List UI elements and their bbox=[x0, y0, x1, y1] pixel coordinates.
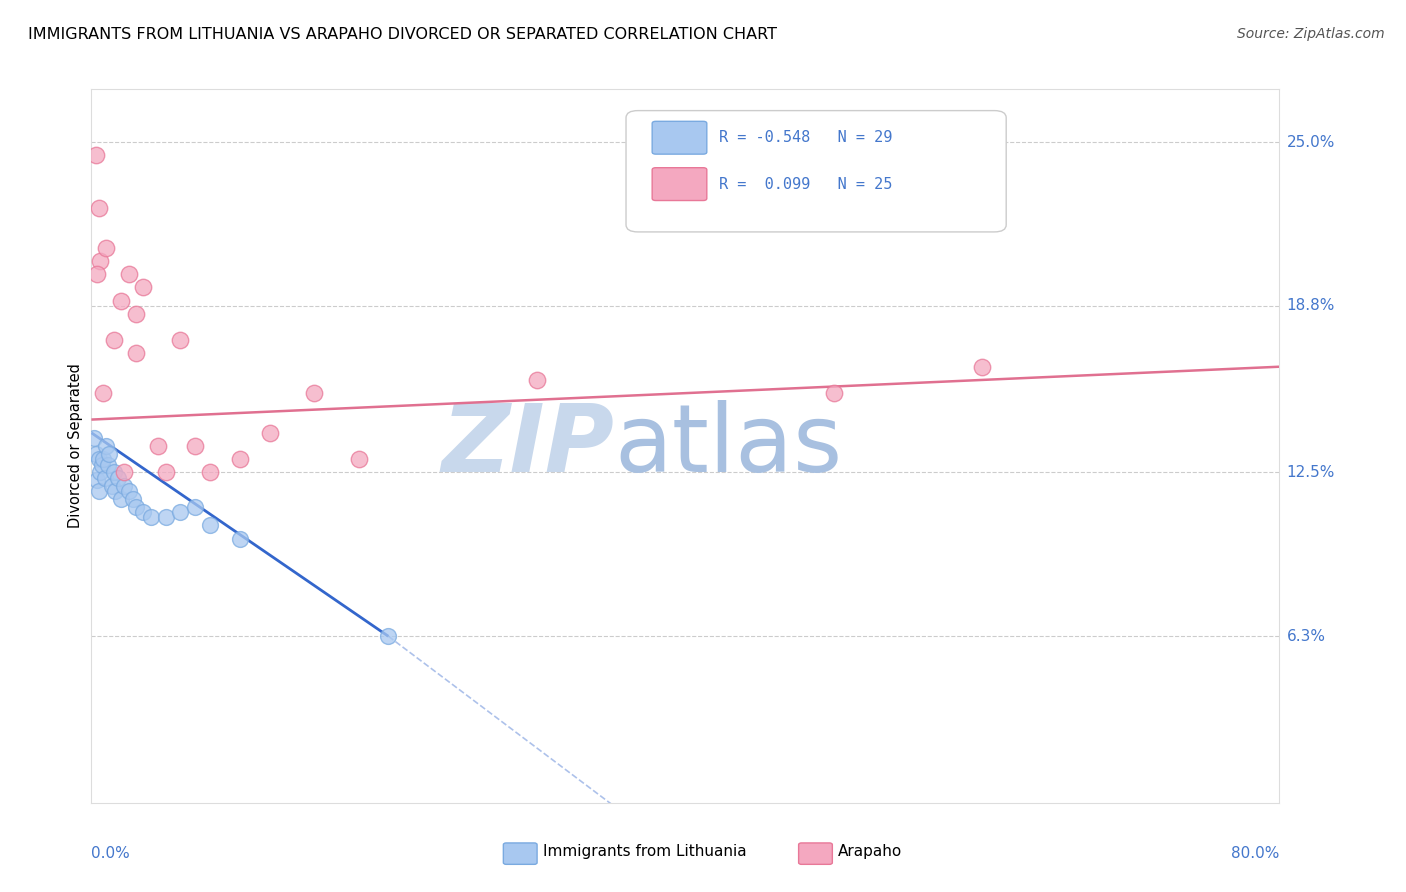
Point bbox=[104, 483, 127, 498]
Point bbox=[155, 466, 177, 480]
Text: R = -0.548   N = 29: R = -0.548 N = 29 bbox=[718, 130, 891, 145]
Text: 18.8%: 18.8% bbox=[1286, 299, 1334, 313]
Point bbox=[132, 280, 155, 294]
FancyBboxPatch shape bbox=[626, 111, 1007, 232]
Point bbox=[200, 466, 222, 480]
Point bbox=[98, 447, 121, 461]
Text: atlas: atlas bbox=[614, 400, 842, 492]
Text: 25.0%: 25.0% bbox=[1286, 135, 1334, 150]
Point bbox=[84, 148, 107, 162]
Point bbox=[87, 483, 110, 498]
Point bbox=[259, 425, 281, 440]
Point bbox=[91, 452, 114, 467]
Point bbox=[83, 431, 105, 445]
Text: ZIP: ZIP bbox=[441, 400, 614, 492]
Y-axis label: Divorced or Separated: Divorced or Separated bbox=[67, 364, 83, 528]
Point bbox=[125, 346, 148, 360]
FancyBboxPatch shape bbox=[652, 121, 707, 154]
Text: 6.3%: 6.3% bbox=[1286, 629, 1326, 644]
Point bbox=[86, 267, 108, 281]
Text: IMMIGRANTS FROM LITHUANIA VS ARAPAHO DIVORCED OR SEPARATED CORRELATION CHART: IMMIGRANTS FROM LITHUANIA VS ARAPAHO DIV… bbox=[28, 27, 778, 42]
Text: Immigrants from Lithuania: Immigrants from Lithuania bbox=[543, 845, 747, 859]
Point bbox=[103, 333, 125, 347]
Point bbox=[87, 201, 110, 215]
Point bbox=[347, 452, 370, 467]
Point bbox=[125, 307, 148, 321]
Point bbox=[229, 532, 252, 546]
FancyBboxPatch shape bbox=[652, 168, 707, 201]
Point bbox=[823, 386, 845, 401]
Point bbox=[101, 478, 124, 492]
Point bbox=[94, 471, 117, 485]
Point bbox=[89, 466, 111, 480]
Point bbox=[96, 241, 118, 255]
Point bbox=[125, 500, 148, 514]
Point bbox=[184, 439, 207, 453]
Text: 0.0%: 0.0% bbox=[91, 846, 131, 861]
Point bbox=[155, 510, 177, 524]
Point bbox=[89, 254, 111, 268]
Point bbox=[103, 466, 125, 480]
Point bbox=[110, 293, 132, 308]
Point bbox=[302, 386, 325, 401]
Point bbox=[90, 458, 112, 472]
Point bbox=[107, 471, 129, 485]
Point bbox=[139, 510, 162, 524]
Point bbox=[112, 478, 135, 492]
Text: 12.5%: 12.5% bbox=[1286, 465, 1334, 480]
Point bbox=[86, 474, 108, 488]
Point bbox=[229, 452, 252, 467]
Point bbox=[148, 439, 170, 453]
Point bbox=[97, 458, 120, 472]
Point bbox=[117, 483, 139, 498]
Point bbox=[112, 466, 135, 480]
Point bbox=[122, 491, 145, 506]
Point bbox=[91, 386, 114, 401]
Point bbox=[184, 500, 207, 514]
Point bbox=[132, 505, 155, 519]
Text: R =  0.099   N = 25: R = 0.099 N = 25 bbox=[718, 177, 891, 192]
Point bbox=[377, 629, 399, 643]
Text: 80.0%: 80.0% bbox=[1232, 846, 1279, 861]
Point bbox=[87, 452, 110, 467]
Point bbox=[96, 439, 118, 453]
Point bbox=[526, 373, 548, 387]
Point bbox=[84, 447, 107, 461]
Point bbox=[169, 333, 191, 347]
Text: Source: ZipAtlas.com: Source: ZipAtlas.com bbox=[1237, 27, 1385, 41]
Point bbox=[169, 505, 191, 519]
Text: Arapaho: Arapaho bbox=[838, 845, 903, 859]
Point bbox=[972, 359, 994, 374]
Point bbox=[110, 491, 132, 506]
Point bbox=[117, 267, 139, 281]
Point bbox=[200, 518, 222, 533]
